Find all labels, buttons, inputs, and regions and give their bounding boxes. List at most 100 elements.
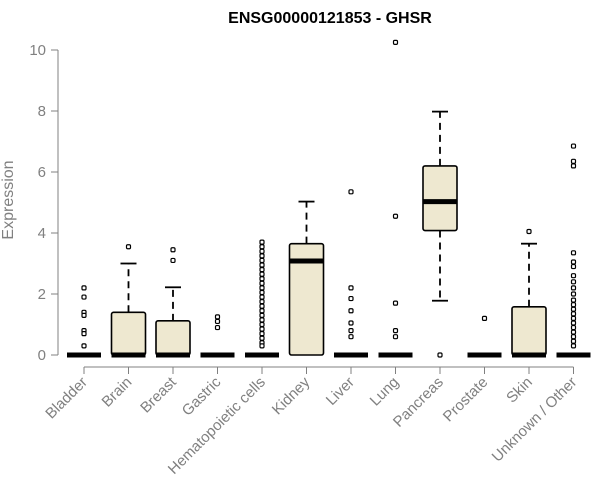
- y-tick-label: 6: [38, 164, 46, 181]
- outlier-point: [259, 271, 265, 277]
- outlier-point: [259, 294, 265, 300]
- box-group: [288, 200, 325, 356]
- outlier-point: [259, 289, 265, 296]
- outlier-point: [570, 302, 577, 308]
- outlier-point: [392, 213, 399, 219]
- outlier-point: [348, 308, 354, 314]
- outlier-point: [259, 308, 265, 314]
- x-tick-label: Breast: [137, 373, 180, 416]
- outlier-point: [570, 285, 577, 291]
- y-tick-label: 10: [29, 42, 46, 59]
- outlier-point: [348, 285, 354, 291]
- x-tick-label: Kidney: [269, 373, 314, 418]
- box-body: [288, 242, 325, 356]
- outlier-point: [81, 312, 87, 318]
- y-tick-label: 8: [38, 103, 46, 120]
- outlier-point: [348, 328, 354, 334]
- outlier-point: [259, 303, 265, 309]
- boxes-group: [67, 39, 591, 358]
- chart-title: ENSG00000121853 - GHSR: [228, 10, 432, 27]
- box-group: [110, 244, 147, 358]
- x-tick-label: Skin: [503, 374, 536, 407]
- outlier-point: [214, 324, 221, 331]
- box-group: [200, 314, 235, 358]
- box-body: [511, 306, 547, 356]
- outlier-point: [259, 343, 265, 349]
- outlier-point: [259, 276, 265, 282]
- outlier-point: [259, 321, 265, 328]
- box-group: [155, 247, 191, 358]
- box-group: [511, 228, 547, 358]
- x-tick-label: Lung: [367, 374, 403, 410]
- outlier-point: [81, 285, 87, 291]
- box-body: [155, 320, 191, 356]
- y-axis-label: Expression: [0, 160, 17, 239]
- box-group: [245, 239, 279, 358]
- outlier-point: [259, 262, 265, 268]
- outlier-point: [259, 331, 265, 337]
- outlier-point: [570, 324, 577, 331]
- outlier-point: [348, 334, 354, 340]
- y-tick-label: 4: [38, 225, 46, 242]
- outlier-point: [259, 280, 265, 286]
- x-tick-label: Bladder: [42, 374, 91, 423]
- box-body: [422, 165, 458, 232]
- outlier-point: [259, 335, 265, 341]
- outlier-point: [348, 295, 354, 302]
- outlier-point: [214, 314, 221, 320]
- box-body: [110, 311, 147, 356]
- x-tick-label: Brain: [99, 374, 136, 411]
- outlier-point: [570, 334, 577, 340]
- outlier-point: [259, 285, 265, 291]
- outlier-point: [259, 257, 265, 264]
- outlier-point: [259, 244, 265, 250]
- box-group: [67, 285, 101, 358]
- outlier-point: [348, 189, 354, 195]
- outlier-point: [526, 228, 532, 235]
- y-tick-label: 0: [38, 347, 46, 364]
- x-tick-label: Prostate: [440, 374, 492, 426]
- outlier-point: [259, 317, 265, 323]
- outlier-point: [570, 297, 577, 303]
- outlier-point: [481, 315, 488, 321]
- outlier-point: [392, 300, 399, 306]
- outlier-point: [214, 318, 221, 325]
- x-tick-label: Liver: [323, 374, 358, 409]
- outlier-point: [259, 253, 265, 259]
- box-group: [334, 189, 368, 358]
- outlier-point: [570, 259, 577, 265]
- outlier-point: [570, 158, 577, 164]
- box-group: [467, 315, 502, 358]
- outlier-point: [259, 312, 265, 318]
- outlier-point: [81, 343, 87, 349]
- outlier-point: [570, 273, 577, 279]
- outlier-point: [392, 334, 399, 340]
- outlier-point: [570, 320, 577, 326]
- outlier-point: [81, 331, 87, 337]
- outlier-point: [259, 267, 265, 273]
- x-tick-label: Unknown / Other: [489, 374, 581, 466]
- outlier-point: [392, 328, 399, 334]
- outlier-point: [259, 239, 265, 245]
- outlier-point: [170, 247, 176, 253]
- y-axis: 0 2 4 6 8 10: [29, 42, 59, 364]
- outlier-point: [259, 248, 265, 254]
- outlier-point: [570, 291, 577, 297]
- outlier-point: [570, 329, 577, 335]
- outlier-point: [392, 39, 399, 45]
- outlier-point: [170, 257, 176, 264]
- outlier-point: [570, 311, 577, 317]
- outlier-point: [570, 315, 577, 321]
- box-group: [556, 143, 591, 358]
- outlier-point: [259, 326, 265, 332]
- outlier-point: [570, 338, 577, 344]
- outlier-point: [81, 294, 87, 300]
- outlier-point: [437, 352, 443, 358]
- box-group: [378, 39, 413, 358]
- outlier-point: [570, 306, 577, 312]
- outlier-point: [570, 263, 577, 270]
- outlier-point: [570, 279, 577, 285]
- outlier-point: [259, 299, 265, 305]
